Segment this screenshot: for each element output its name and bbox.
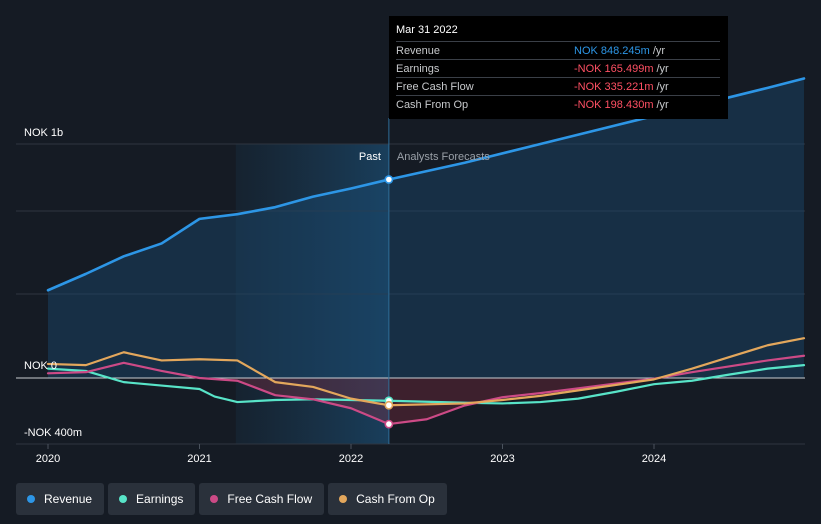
tooltip-row-earnings: Earnings -NOK 165.499m /yr [396,59,720,77]
y-tick-top: NOK 1b [24,127,63,139]
legend-label: Free Cash Flow [227,492,313,506]
revenue-dot-icon [27,495,35,503]
tooltip-unit: /yr [656,98,669,111]
tooltip-value: -NOK 335.221m [574,80,654,93]
x-tick-label: 2021 [187,453,211,465]
y-tick-bottom: -NOK 400m [24,427,82,439]
gridlines [16,143,805,445]
x-tick-label: 2024 [642,453,666,465]
tooltip-label: Earnings [396,62,440,75]
forecast-label: Analysts Forecasts [397,151,490,163]
tooltip: Mar 31 2022 Revenue NOK 848.245m /yr Ear… [389,16,728,119]
x-tick-label: 2023 [490,453,514,465]
legend-item-revenue[interactable]: Revenue [16,483,105,515]
legend-item-free-cash-flow[interactable]: Free Cash Flow [199,483,325,515]
tooltip-unit: /yr [652,44,666,57]
x-tick-label: 2022 [339,453,363,465]
series-line-cash-from-op [46,337,806,407]
tooltip-value: -NOK 165.499m [574,62,654,75]
tooltip-row-revenue: Revenue NOK 848.245m /yr [396,41,720,59]
hover-markers [384,175,394,429]
legend-label: Earnings [136,492,184,506]
tooltip-row-cash-from-op: Cash From Op -NOK 198.430m /yr [396,95,720,113]
tooltip-date: Mar 31 2022 [396,24,458,36]
series-line-free-cash-flow [46,354,806,426]
tooltip-unit: /yr [656,80,669,93]
tooltip-row-free-cash-flow: Free Cash Flow -NOK 335.221m /yr [396,77,720,95]
free-cash-flow-dot-icon [210,495,219,503]
legend-label: Revenue [44,492,93,506]
tooltip-label: Revenue [396,44,441,57]
earnings-dot-icon [119,495,128,503]
legend-label: Cash From Op [356,492,435,506]
tooltip-label: Free Cash Flow [396,80,474,93]
tooltip-value: NOK 848.245m [574,44,650,57]
x-axis-ticks: 2020 2021 2022 2023 2024 [36,444,666,465]
y-tick-zero: NOK 0 [24,360,57,372]
revenue-area [48,78,804,378]
marker-cash-from-op [384,400,394,410]
tooltip-value: -NOK 198.430m [574,98,654,111]
tooltip-unit: /yr [656,62,669,75]
past-label: Past [359,151,381,163]
marker-free-cash-flow [384,419,394,429]
legend-item-earnings[interactable]: Earnings [108,483,196,515]
x-tick-label: 2020 [36,453,60,465]
legend-item-cash-from-op[interactable]: Cash From Op [328,483,447,515]
marker-revenue [384,175,394,184]
tooltip-label: Cash From Op [396,98,469,111]
cash-from-op-dot-icon [339,495,348,503]
legend: Revenue Earnings Free Cash Flow Cash Fro… [16,483,447,515]
